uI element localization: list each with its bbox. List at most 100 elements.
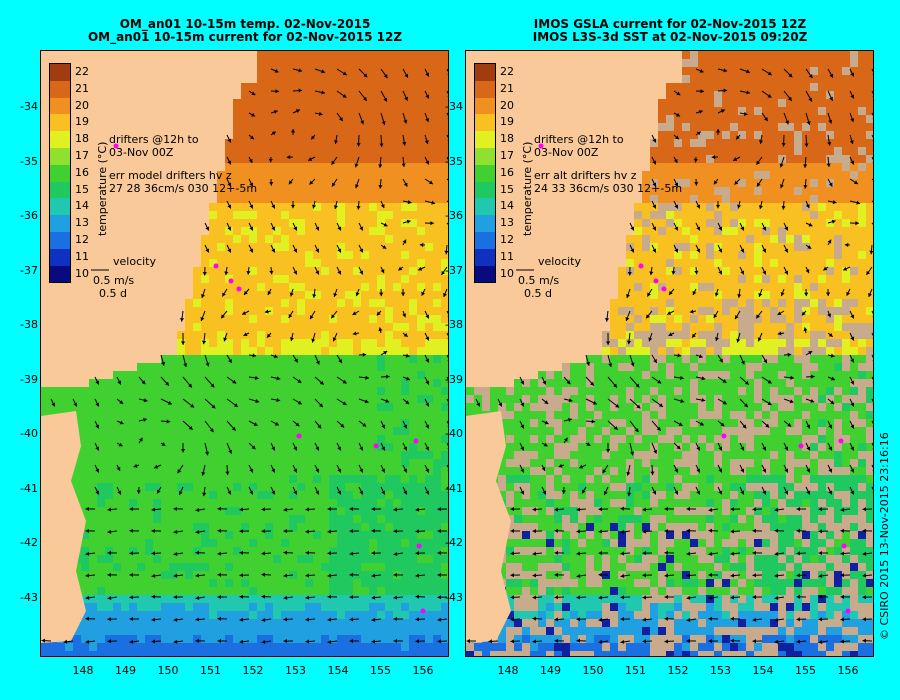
sst-cell: [273, 443, 281, 451]
current-arrow: [446, 134, 448, 139]
sst-cell: [257, 243, 265, 251]
sst-cell: [353, 467, 361, 475]
current-arrow: [446, 354, 448, 359]
sst-cell: [842, 187, 850, 195]
current-arrowhead: [227, 204, 232, 209]
sst-cell: [842, 243, 850, 251]
sst-cell: [249, 115, 257, 123]
sst-cell: [81, 539, 89, 547]
sst-cell: [409, 267, 417, 275]
sst-cell: [706, 123, 714, 131]
sst-cell: [217, 547, 225, 555]
sst-cell: [409, 643, 417, 651]
sst-cell: [778, 107, 786, 115]
sst-cell: [217, 307, 225, 315]
sst-cell: [289, 51, 297, 59]
sst-cell: [153, 627, 161, 635]
sst-cell: [738, 83, 746, 91]
sst-cell: [810, 355, 818, 363]
sst-cell: [770, 315, 778, 323]
current-arrowhead: [85, 573, 90, 578]
left-title-line1: OM_an01 10-15m temp. 02-Nov-2015: [119, 17, 371, 31]
sst-cell: [249, 267, 257, 275]
sst-cell: [209, 467, 217, 475]
sst-cell: [241, 467, 249, 475]
sst-cell: [225, 427, 233, 435]
sst-cell: [730, 131, 738, 139]
sst-cell: [690, 147, 698, 155]
current-arrowhead: [217, 528, 222, 533]
sst-cell: [393, 115, 401, 123]
sst-cell: [385, 563, 393, 571]
sst-cell: [433, 427, 441, 435]
sst-cell: [329, 51, 337, 59]
current-arrowhead: [293, 270, 298, 275]
sst-cell: [425, 427, 433, 435]
sst-cell: [265, 163, 273, 171]
sst-cell: [193, 339, 201, 347]
sst-cell: [401, 163, 409, 171]
sst-cell: [826, 195, 834, 203]
sst-cell: [762, 75, 770, 83]
sst-cell: [321, 259, 329, 267]
sst-cell: [738, 315, 746, 323]
sst-cell: [129, 611, 137, 619]
sst-cell: [762, 259, 770, 267]
sst-cell: [97, 387, 105, 395]
sst-cell: [441, 619, 448, 627]
current-arrowhead: [201, 340, 207, 345]
sst-cell: [257, 643, 265, 651]
sst-cell: [281, 291, 289, 299]
sst-cell: [706, 331, 714, 339]
sst-cell: [754, 91, 762, 99]
sst-cell: [738, 299, 746, 307]
sst-cell: [417, 139, 425, 147]
sst-cell: [377, 523, 385, 531]
sst-cell: [754, 227, 762, 235]
sst-cell: [305, 163, 313, 171]
current-arrowhead: [195, 617, 200, 622]
sst-cell: [786, 179, 794, 187]
sst-cell: [377, 651, 385, 656]
current-arrowhead: [271, 248, 276, 253]
sst-cell: [802, 99, 810, 107]
sst-cell: [385, 107, 393, 115]
sst-cell: [353, 91, 361, 99]
sst-cell: [850, 243, 858, 251]
sst-cell: [257, 587, 265, 595]
sst-cell: [241, 339, 249, 347]
sst-cell: [730, 291, 738, 299]
sst-cell: [441, 627, 448, 635]
current-arrowhead: [276, 397, 281, 403]
sst-cell: [321, 251, 329, 259]
sst-cell: [393, 315, 401, 323]
sst-cell: [201, 459, 209, 467]
current-arrowhead: [362, 422, 367, 427]
current-arrowhead: [447, 470, 448, 471]
sst-cell: [353, 635, 361, 643]
current-arrowhead: [141, 380, 146, 385]
sst-cell: [786, 299, 794, 307]
sst-cell: [682, 323, 690, 331]
sst-cell: [842, 67, 850, 75]
sst-cell: [650, 251, 658, 259]
sst-cell: [361, 51, 369, 59]
sst-cell: [778, 315, 786, 323]
sst-cell: [650, 339, 658, 347]
current-arrowhead: [352, 331, 357, 336]
sst-cell: [345, 195, 353, 203]
sst-cell: [177, 627, 185, 635]
sst-cell: [690, 227, 698, 235]
sst-cell: [361, 187, 369, 195]
sst-cell: [129, 443, 137, 451]
sst-cell: [706, 115, 714, 123]
sst-cell: [177, 547, 185, 555]
sst-cell: [834, 107, 842, 115]
sst-cell: [313, 155, 321, 163]
sst-cell: [209, 531, 217, 539]
sst-cell: [145, 379, 153, 387]
sst-cell: [337, 51, 345, 59]
sst-cell: [97, 587, 105, 595]
sst-cell: [305, 523, 313, 531]
sst-cell: [674, 163, 682, 171]
